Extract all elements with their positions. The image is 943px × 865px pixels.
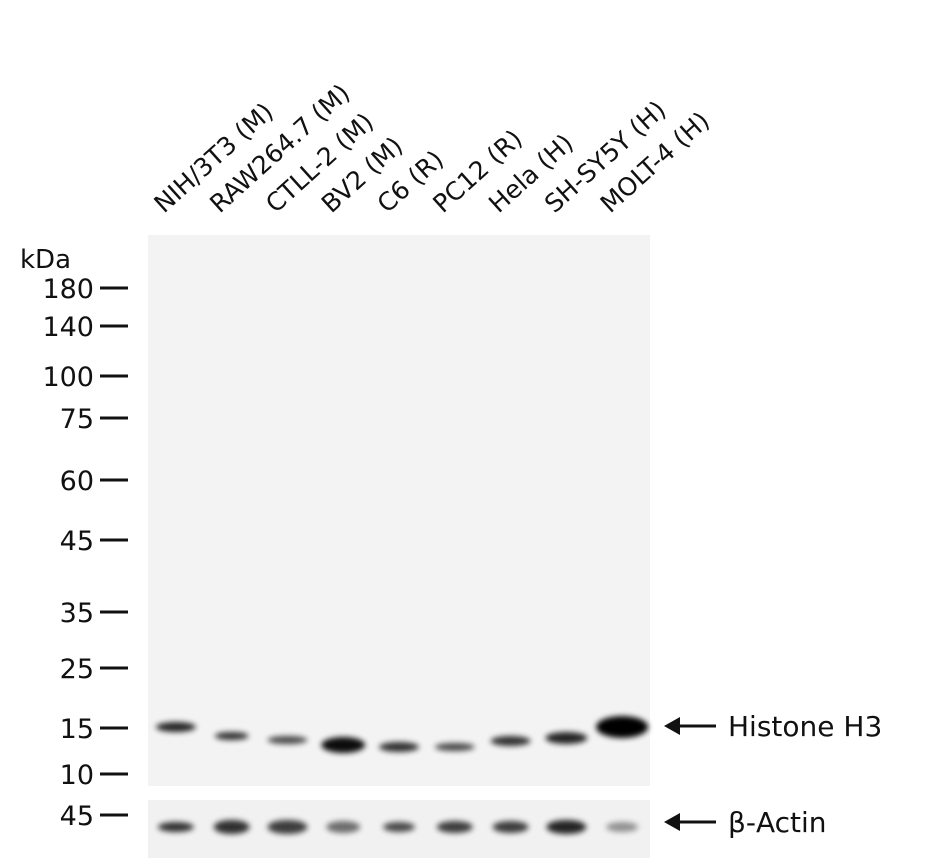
histone-band — [321, 737, 366, 753]
actin-band — [383, 822, 415, 832]
actin-band — [436, 821, 473, 833]
marker-label: 140 — [42, 312, 94, 343]
histone-band — [596, 716, 649, 738]
actin-band — [492, 821, 529, 833]
marker-label: 45 — [60, 801, 94, 832]
actin-band — [326, 821, 361, 833]
marker-label: 15 — [60, 714, 94, 745]
actin-annotation: β-Actin — [664, 806, 827, 839]
histone-label: Histone H3 — [728, 710, 882, 743]
histone-band — [267, 736, 308, 744]
unit-label: kDa — [20, 245, 71, 275]
main-membrane — [148, 235, 650, 786]
actin-band — [213, 820, 250, 834]
marker-label: 25 — [60, 654, 94, 685]
histone-band — [155, 722, 196, 732]
marker-label: 180 — [42, 274, 94, 305]
actin-band — [606, 822, 639, 832]
actin-band — [157, 822, 194, 832]
histone-band — [490, 736, 531, 746]
histone-band — [545, 732, 588, 744]
histone-band — [434, 743, 475, 751]
actin-band — [546, 820, 587, 834]
marker-label: 10 — [60, 760, 94, 791]
histone-band — [214, 732, 249, 740]
actin-label: β-Actin — [728, 806, 827, 839]
histone-annotation: Histone H3 — [664, 710, 882, 743]
histone-band — [379, 742, 419, 752]
marker-label: 45 — [60, 526, 94, 557]
marker-label: 60 — [60, 466, 94, 497]
marker-label: 100 — [42, 362, 94, 393]
marker-label: 75 — [60, 404, 94, 435]
actin-band — [267, 820, 308, 834]
marker-label: 35 — [60, 598, 94, 629]
